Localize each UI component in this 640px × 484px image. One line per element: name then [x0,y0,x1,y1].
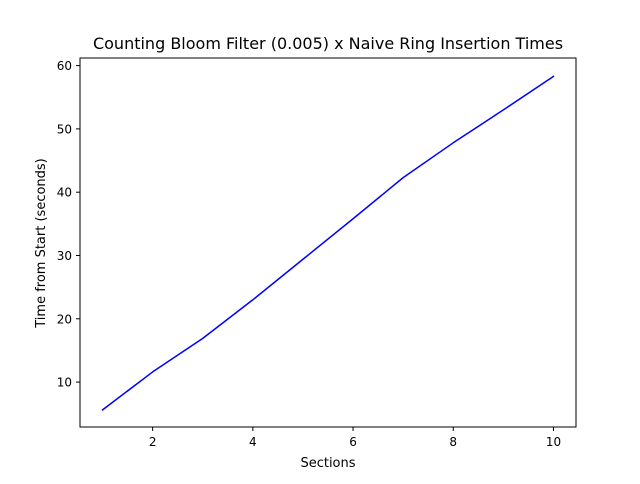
plot-frame [79,57,577,428]
x-tick-label-4: 10 [546,435,561,449]
x-tick-label-1: 4 [249,435,257,449]
plot-area: 2 4 6 8 10 10 20 30 40 50 60 [57,57,577,449]
y-tick-label-1: 20 [57,312,72,326]
y-tick-label-2: 30 [57,249,72,263]
y-tick-label-0: 10 [57,376,72,390]
series-line-0 [101,75,555,411]
x-axis-label: Sections [300,456,355,471]
y-tick-label-4: 50 [57,122,72,136]
y-tick-label-3: 40 [57,186,72,200]
y-axis-label: Time from Start (seconds) [34,158,49,329]
x-tick-label-0: 2 [149,435,157,449]
chart-title: Counting Bloom Filter (0.005) x Naive Ri… [93,34,563,53]
x-tick-label-2: 6 [349,435,357,449]
y-tick-label-5: 60 [57,59,72,73]
x-tick-label-3: 8 [449,435,457,449]
